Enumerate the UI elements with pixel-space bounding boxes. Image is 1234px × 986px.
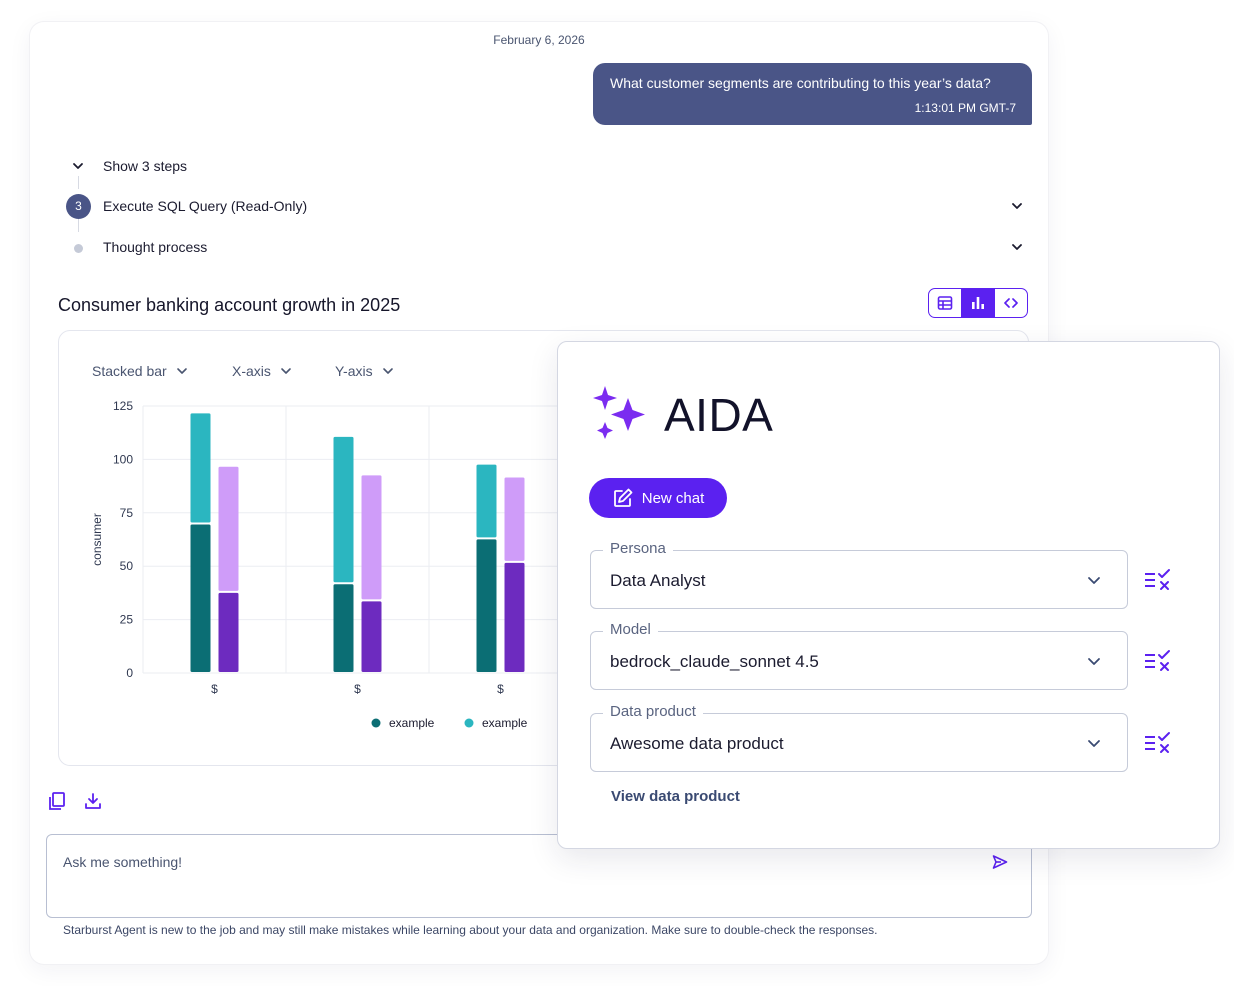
new-chat-label: New chat bbox=[641, 489, 705, 507]
step-execute-sql[interactable]: 3 Execute SQL Query (Read-Only) bbox=[66, 192, 1026, 222]
view-data-product-link[interactable]: View data product bbox=[611, 788, 740, 805]
edit-icon bbox=[613, 488, 633, 507]
data-product-value: Awesome data product bbox=[610, 734, 784, 753]
user-message-text: What customer segments are contributing … bbox=[610, 75, 991, 91]
persona-select[interactable]: Persona Data Analyst bbox=[590, 540, 1128, 609]
bar-segment bbox=[333, 436, 354, 583]
step-connector bbox=[78, 176, 79, 189]
chevron-down-icon bbox=[382, 368, 393, 374]
conversation-date: February 6, 2026 bbox=[493, 33, 585, 47]
chat-input-placeholder: Ask me something! bbox=[63, 854, 183, 870]
chevron-down-icon bbox=[73, 163, 83, 169]
step-number-badge: 3 bbox=[66, 194, 91, 219]
data-product-select[interactable]: Data product Awesome data product bbox=[590, 703, 1128, 772]
model-label: Model bbox=[603, 621, 658, 638]
legend-marker bbox=[371, 718, 381, 728]
x-tick-label: $ bbox=[354, 682, 361, 696]
show-steps-label: Show 3 steps bbox=[103, 158, 188, 174]
legend-marker bbox=[464, 718, 474, 728]
table-icon bbox=[937, 296, 953, 310]
y-axis-select-label: Y-axis bbox=[335, 363, 373, 379]
y-tick-label: 75 bbox=[120, 506, 134, 520]
aida-title: AIDA bbox=[664, 389, 774, 441]
y-tick-label: 0 bbox=[126, 666, 133, 680]
y-tick-label: 50 bbox=[120, 559, 134, 573]
chart-view-button[interactable] bbox=[961, 289, 994, 317]
step-thought-process[interactable]: Thought process bbox=[66, 233, 1026, 263]
step-dot bbox=[74, 244, 83, 253]
message-actions bbox=[46, 790, 104, 812]
x-axis-select[interactable]: X-axis bbox=[232, 363, 293, 379]
chart-title: Consumer banking account growth in 2025 bbox=[58, 295, 401, 315]
download-button[interactable] bbox=[82, 790, 104, 812]
bar-segment bbox=[504, 477, 525, 561]
show-steps-toggle[interactable]: Show 3 steps bbox=[66, 152, 1026, 182]
y-axis-select[interactable]: Y-axis bbox=[335, 363, 395, 379]
chevron-down-icon bbox=[1088, 658, 1100, 665]
x-tick-label: $ bbox=[211, 682, 218, 696]
checklist-icon[interactable] bbox=[1144, 731, 1172, 755]
bar-chart-icon bbox=[972, 297, 984, 309]
bar-segment bbox=[361, 475, 382, 600]
bar-segment bbox=[190, 524, 211, 672]
download-icon bbox=[85, 793, 101, 809]
step-connector bbox=[78, 218, 79, 232]
persona-value: Data Analyst bbox=[610, 571, 706, 590]
data-product-label: Data product bbox=[603, 703, 703, 720]
user-message-bubble: What customer segments are contributing … bbox=[593, 63, 1032, 125]
aida-panel: AIDA New chat Persona Data Analyst Model… bbox=[557, 341, 1220, 849]
bar-segment bbox=[476, 539, 497, 672]
y-tick-label: 100 bbox=[113, 452, 133, 466]
user-message-timestamp: 1:13:01 PM GMT-7 bbox=[914, 101, 1016, 115]
code-icon bbox=[1004, 298, 1018, 308]
bar-segment bbox=[504, 562, 525, 672]
bar-segment bbox=[190, 413, 211, 523]
copy-button[interactable] bbox=[46, 790, 68, 812]
checklist-icon[interactable] bbox=[1144, 649, 1172, 673]
checklist-icon[interactable] bbox=[1144, 568, 1172, 592]
persona-label: Persona bbox=[603, 540, 673, 557]
code-view-button[interactable] bbox=[994, 289, 1027, 317]
copy-icon bbox=[49, 792, 65, 810]
chevron-down-icon bbox=[281, 368, 291, 374]
y-tick-label: 125 bbox=[113, 399, 133, 413]
bar-segment bbox=[218, 466, 239, 591]
disclaimer-text: Starburst Agent is new to the job and ma… bbox=[63, 923, 878, 937]
chevron-down-icon bbox=[176, 368, 187, 374]
y-axis-label: consumer bbox=[90, 513, 104, 566]
chart-type-label: Stacked bar bbox=[92, 363, 167, 379]
new-chat-button[interactable]: New chat bbox=[589, 478, 727, 518]
send-icon[interactable] bbox=[991, 853, 1009, 871]
chevron-down-icon bbox=[1088, 577, 1100, 584]
legend-label: example bbox=[389, 716, 435, 730]
y-tick-label: 25 bbox=[120, 613, 134, 627]
model-select[interactable]: Model bedrock_claude_sonnet 4.5 bbox=[590, 621, 1128, 690]
bar-segment bbox=[361, 601, 382, 672]
step-label: Execute SQL Query (Read-Only) bbox=[103, 198, 308, 214]
step-label: Thought process bbox=[103, 239, 208, 255]
table-view-button[interactable] bbox=[929, 289, 961, 317]
model-value: bedrock_claude_sonnet 4.5 bbox=[610, 652, 819, 671]
x-tick-label: $ bbox=[497, 682, 504, 696]
legend-label: example bbox=[482, 716, 528, 730]
sparkle-icon bbox=[593, 386, 645, 439]
chevron-down-icon bbox=[1012, 203, 1022, 209]
chevron-down-icon bbox=[1088, 740, 1100, 747]
chevron-down-icon bbox=[1012, 244, 1022, 250]
chart-type-select[interactable]: Stacked bar bbox=[92, 363, 189, 379]
bar-segment bbox=[218, 592, 239, 672]
x-axis-select-label: X-axis bbox=[232, 363, 271, 379]
view-mode-toggle bbox=[928, 288, 1028, 318]
bar-segment bbox=[333, 584, 354, 672]
bar-segment bbox=[476, 464, 497, 538]
